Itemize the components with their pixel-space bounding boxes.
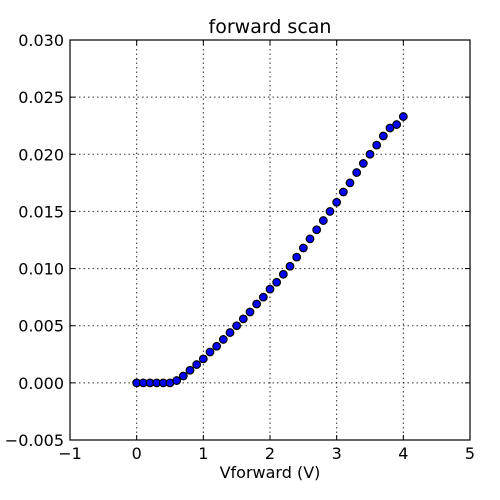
data-point (392, 120, 402, 129)
data-point (278, 269, 288, 279)
x-tick-label: 1 (198, 444, 208, 463)
y-tick-labels: −0.005 0.000 0.005 0.010 0.015 0.020 0.025 0.03… (5, 31, 64, 450)
data-point (365, 149, 375, 159)
y-tick-label: −0.005 (5, 431, 64, 450)
data-point (198, 354, 208, 364)
x-tick-label: 4 (398, 444, 408, 463)
chart-title: forward scan (209, 16, 332, 38)
x-axis-label: Vforward (V) (220, 463, 321, 482)
y-tick-label: 0.030 (18, 31, 64, 50)
data-point (205, 347, 215, 357)
data-point (178, 371, 188, 381)
data-point (285, 261, 295, 271)
y-tick-label: 0.005 (18, 317, 64, 336)
data-point (345, 178, 355, 188)
ticks (69, 39, 471, 441)
y-tick-label: 0.025 (18, 88, 64, 107)
data-point (265, 284, 275, 294)
x-tick-labels: −1 0 1 2 3 4 5 (58, 444, 475, 463)
data-point (185, 365, 195, 375)
data-point (312, 225, 322, 235)
data-point (325, 207, 335, 216)
data-point (172, 376, 182, 385)
data-point (225, 328, 235, 337)
data-point (232, 321, 242, 331)
x-tick-label: 3 (332, 444, 342, 463)
data-point (192, 360, 202, 369)
x-tick-label: −1 (58, 444, 82, 463)
data-points (132, 112, 408, 388)
y-tick-label: 0.015 (18, 202, 64, 221)
x-tick-label: 0 (132, 444, 142, 463)
data-point (258, 292, 268, 302)
data-point (272, 277, 282, 287)
data-point (245, 307, 255, 317)
y-tick-label: 0.000 (18, 374, 64, 393)
data-point (338, 187, 348, 197)
data-point (298, 243, 308, 253)
x-tick-label: 5 (465, 444, 475, 463)
data-point (378, 131, 388, 141)
data-point (398, 112, 408, 121)
data-point (252, 299, 262, 309)
data-point (358, 159, 368, 168)
data-point (352, 168, 362, 177)
grid (69, 39, 471, 441)
data-point (218, 335, 228, 344)
data-point (292, 252, 302, 262)
data-point (385, 123, 395, 133)
data-point (318, 216, 328, 225)
data-point (212, 341, 222, 351)
data-point (238, 314, 248, 324)
data-point (305, 234, 315, 244)
data-point (332, 197, 342, 207)
data-point (372, 140, 382, 150)
y-tick-label: 0.010 (18, 260, 64, 279)
y-tick-label: 0.020 (18, 145, 64, 164)
x-tick-label: 2 (265, 444, 275, 463)
